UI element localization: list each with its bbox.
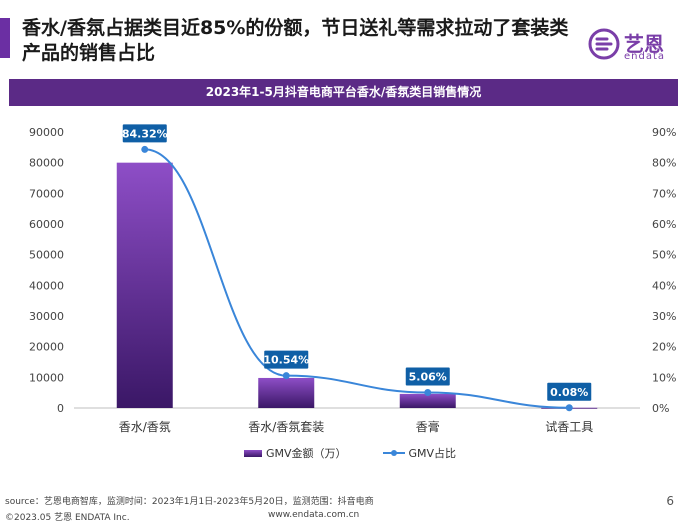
y-right-tick-label: 30%: [652, 310, 676, 323]
gmv-share-point: [424, 388, 432, 396]
y-right-tick-label: 20%: [652, 341, 676, 354]
y-left-tick-label: 90000: [29, 126, 64, 139]
gmv-share-point: [565, 404, 573, 412]
chart-legend: GMV金额（万） GMV占比: [0, 444, 700, 462]
x-category-label: 香膏: [416, 419, 440, 434]
y-right-tick-label: 70%: [652, 187, 676, 200]
legend-item-share: GMV占比: [382, 445, 457, 461]
brand-logo: 艺恩 endata: [588, 26, 688, 66]
legend-bar-swatch: [243, 449, 262, 457]
data-label: 10.54%: [263, 354, 309, 367]
legend-label-share: GMV占比: [408, 447, 457, 460]
data-label: 0.08%: [550, 386, 588, 399]
y-right-tick-label: 40%: [652, 279, 676, 292]
logo-text-cn: 艺恩: [624, 32, 664, 56]
y-left-tick-label: 70000: [29, 187, 64, 200]
legend-line-swatch: [382, 450, 405, 456]
legend-item-gmv: GMV金额（万）: [243, 445, 347, 461]
headline-accent-bar: [0, 18, 10, 58]
y-left-tick-label: 40000: [29, 279, 64, 292]
x-category-label: 试香工具: [545, 419, 593, 434]
y-left-tick-label: 30000: [29, 310, 64, 323]
legend-label-gmv: GMV金额（万）: [265, 447, 347, 460]
chart-area: 0 10000 20000 30000 40000 50000 60000 70000 8000…: [29, 124, 676, 434]
footer-source: source：艺恩电商智库，监测时间：2023年1月1日-2023年5月20日，…: [5, 497, 374, 507]
y-left-tick-label: 0: [57, 402, 64, 415]
gmv-bar: [116, 162, 173, 408]
footer-url: www.endata.com.cn: [268, 510, 360, 520]
gmv-share-line: [144, 148, 570, 409]
logo-text-en: endata: [624, 51, 666, 62]
y-left-tick-label: 80000: [29, 157, 64, 170]
gmv-bar: [399, 393, 456, 408]
y-left-tick-label: 10000: [29, 371, 64, 384]
data-label: 84.32%: [122, 127, 168, 140]
gmv-bar: [258, 377, 315, 408]
data-label-bg: [122, 124, 167, 143]
y-right-tick-label: 80%: [652, 157, 676, 170]
y-right-tick-label: 0%: [652, 402, 669, 415]
x-category-label: 香水/香氛: [119, 420, 171, 434]
data-label-bg: [264, 350, 309, 369]
data-label: 5.06%: [409, 370, 447, 383]
footer-copyright: ©2023.05 艺恩 ENDATA Inc.: [5, 513, 130, 523]
data-label-bg: [405, 367, 450, 386]
gmv-share-point: [141, 145, 149, 153]
page-headline: 香水/香氛占据类目近85%的份额，节日送礼等需求拉动了套装类产品的销售占比: [22, 17, 569, 64]
y-left-tick-label: 50000: [29, 249, 64, 262]
y-right-tick-label: 50%: [652, 249, 676, 262]
endata-logo-icon: [588, 28, 620, 60]
y-left-tick-label: 60000: [29, 218, 64, 231]
gmv-share-point: [282, 372, 290, 380]
data-label-bg: [547, 382, 592, 401]
page-number: 6: [666, 494, 674, 508]
chart-title-banner: 2023年1-5月抖音电商平台香水/香氛类目销售情况: [9, 79, 678, 106]
y-left-tick-label: 20000: [29, 341, 64, 354]
y-right-tick-label: 90%: [652, 126, 676, 139]
x-category-label: 香水/香氛套装: [248, 420, 324, 434]
y-right-tick-label: 60%: [652, 218, 676, 231]
y-right-tick-label: 10%: [652, 371, 676, 384]
